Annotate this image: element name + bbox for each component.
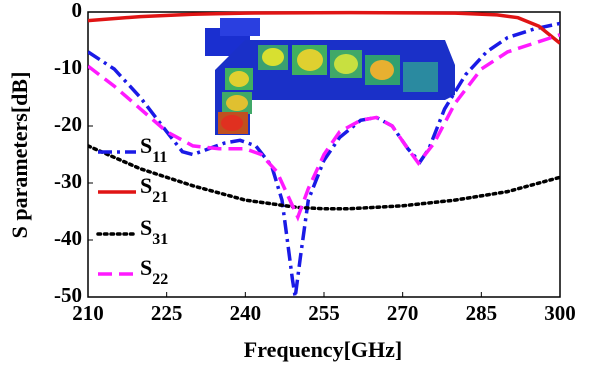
y-tick-label: -40	[54, 226, 82, 250]
y-axis-label: S parameters[dB]	[7, 72, 32, 239]
x-tick-label: 255	[308, 301, 340, 325]
legend-label: S22	[140, 255, 168, 288]
legend-label: S21	[140, 173, 168, 206]
x-tick-label: 270	[387, 301, 419, 325]
x-tick-label: 285	[466, 301, 498, 325]
series-line	[88, 13, 560, 44]
y-tick-label: 0	[72, 0, 83, 22]
y-tick-label: -50	[54, 283, 82, 307]
legend-label: S31	[140, 215, 168, 248]
x-axis-label: Frequency[GHz]	[244, 337, 402, 362]
y-tick-label: -10	[54, 55, 82, 79]
x-tick-label: 240	[230, 301, 262, 325]
inset-model	[205, 18, 455, 135]
x-tick-label: 225	[151, 301, 183, 325]
x-tick-label: 300	[544, 301, 576, 325]
y-tick-label: -30	[54, 169, 82, 193]
legend-label: S11	[140, 133, 167, 166]
y-tick-label: -20	[54, 112, 82, 136]
chart: Frequency[GHz] S parameters[dB] 21022524…	[0, 0, 597, 366]
